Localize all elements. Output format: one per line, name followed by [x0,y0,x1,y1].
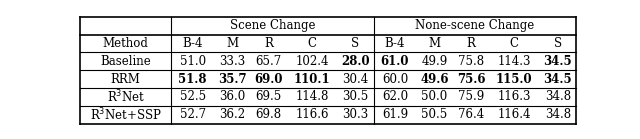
Text: R$^3$Net+SSP: R$^3$Net+SSP [90,106,162,123]
Text: S: S [554,37,562,50]
Text: B-4: B-4 [385,37,405,50]
Text: Method: Method [103,37,148,50]
Text: 75.9: 75.9 [458,90,484,103]
Text: 75.8: 75.8 [458,55,484,68]
Text: C: C [308,37,317,50]
Text: 116.3: 116.3 [498,90,531,103]
Text: 62.0: 62.0 [382,90,408,103]
Text: 65.7: 65.7 [255,55,282,68]
Text: 60.0: 60.0 [382,73,408,86]
Text: 49.6: 49.6 [420,73,449,86]
Text: 69.5: 69.5 [255,90,282,103]
Text: 30.4: 30.4 [342,73,369,86]
Text: Baseline: Baseline [100,55,151,68]
Text: R: R [264,37,273,50]
Text: 52.5: 52.5 [180,90,205,103]
Text: None-scene Change: None-scene Change [415,19,534,32]
Text: 116.4: 116.4 [498,108,531,121]
Text: 76.4: 76.4 [458,108,484,121]
Text: 114.3: 114.3 [498,55,531,68]
Text: 114.8: 114.8 [296,90,329,103]
Text: 50.0: 50.0 [421,90,447,103]
Text: 115.0: 115.0 [496,73,532,86]
Text: 61.0: 61.0 [381,55,409,68]
Text: 49.9: 49.9 [421,55,447,68]
Text: 102.4: 102.4 [295,55,329,68]
Text: 75.6: 75.6 [457,73,485,86]
Text: 30.5: 30.5 [342,90,369,103]
Text: M: M [428,37,440,50]
Text: 34.8: 34.8 [545,90,571,103]
Text: 36.2: 36.2 [219,108,245,121]
Text: M: M [226,37,238,50]
Text: 61.9: 61.9 [382,108,408,121]
Text: R: R [467,37,476,50]
Text: 28.0: 28.0 [341,55,370,68]
Text: C: C [510,37,519,50]
Text: 51.0: 51.0 [180,55,205,68]
Text: 34.5: 34.5 [543,73,572,86]
Text: 110.1: 110.1 [294,73,330,86]
Text: 52.7: 52.7 [180,108,205,121]
Text: S: S [351,37,360,50]
Text: B-4: B-4 [182,37,203,50]
Text: 69.8: 69.8 [255,108,282,121]
Text: 34.5: 34.5 [543,55,572,68]
Text: R$^3$Net: R$^3$Net [106,89,145,105]
Text: RRM: RRM [111,73,141,86]
Text: 30.3: 30.3 [342,108,369,121]
Text: 35.7: 35.7 [218,73,246,86]
Text: 69.0: 69.0 [255,73,283,86]
Text: Scene Change: Scene Change [230,19,316,32]
Text: 51.8: 51.8 [179,73,207,86]
Text: 33.3: 33.3 [219,55,245,68]
Text: 34.8: 34.8 [545,108,571,121]
Text: 116.6: 116.6 [295,108,329,121]
Text: 50.5: 50.5 [421,108,447,121]
Text: 36.0: 36.0 [219,90,245,103]
